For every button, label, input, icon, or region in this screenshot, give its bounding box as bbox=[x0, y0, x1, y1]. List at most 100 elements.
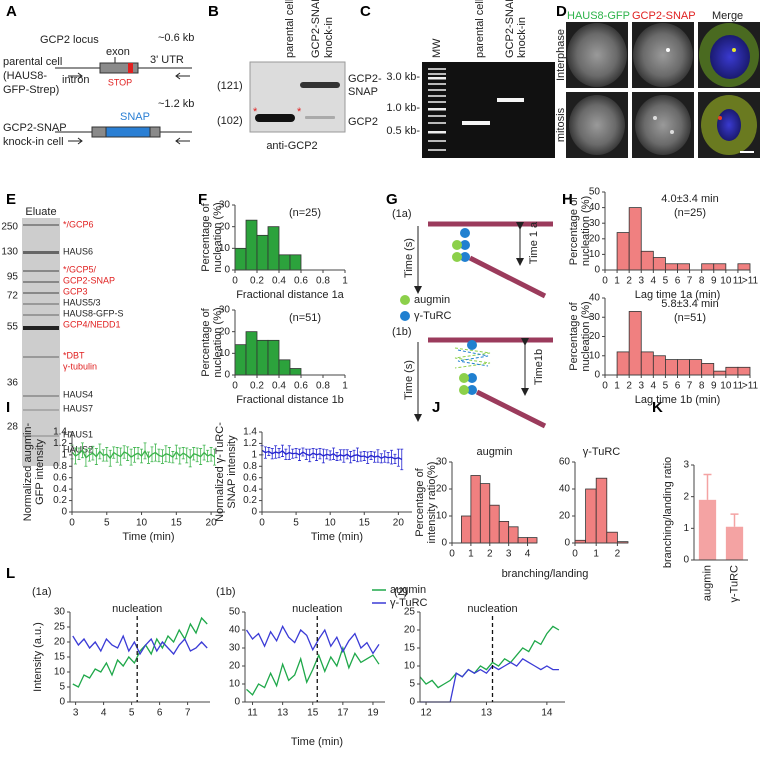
series-line bbox=[261, 449, 403, 461]
x-tick-label: 13 bbox=[481, 708, 493, 719]
y-tick-label: 10 bbox=[219, 243, 231, 254]
x-axis-label: Fractional distance 1b bbox=[236, 394, 344, 406]
y-axis-label: nucleation (%) bbox=[212, 307, 224, 377]
band-label: *DBT bbox=[63, 350, 85, 360]
y-tick-label: 0 bbox=[564, 538, 570, 549]
y-tick-label: 0 bbox=[224, 370, 230, 381]
chart-title: γ-TuRC bbox=[583, 446, 621, 458]
star: * bbox=[297, 106, 302, 118]
y-axis-label: Normalized γ-TuRC- bbox=[214, 422, 226, 522]
y-tick-label: 30 bbox=[589, 312, 601, 323]
error-bar bbox=[400, 448, 404, 471]
x-tick-label: 4 bbox=[651, 276, 657, 287]
y-tick-label: 40 bbox=[589, 202, 601, 213]
histogram-bar bbox=[701, 363, 715, 376]
row-label: (1a) bbox=[392, 208, 412, 220]
annotation: 4.0±3.4 min bbox=[661, 193, 718, 205]
histogram-bar bbox=[665, 359, 678, 376]
x-tick-label: 13 bbox=[277, 708, 289, 719]
band-label: HAUS8-GFP-S bbox=[63, 308, 124, 318]
x-tick-label: 8 bbox=[699, 276, 705, 287]
text: SNAP bbox=[120, 111, 150, 123]
chart-title: augmin bbox=[476, 446, 512, 458]
series-line bbox=[72, 634, 208, 656]
y-tick-label: 60 bbox=[559, 457, 571, 468]
band-label: GCP3 bbox=[63, 286, 88, 296]
y-tick-label: 1 bbox=[61, 449, 67, 460]
histogram-bar bbox=[677, 263, 690, 271]
histogram-bar bbox=[245, 331, 258, 376]
x-axis-label: Time (min) bbox=[291, 736, 343, 748]
micrographs bbox=[566, 22, 760, 158]
row-label: mitosis bbox=[555, 107, 567, 142]
y-tick-label: 0 bbox=[251, 507, 257, 518]
x-tick-label: 19 bbox=[367, 708, 379, 719]
lane-label: Eluate bbox=[25, 206, 56, 218]
complexes bbox=[459, 340, 477, 395]
series-line bbox=[245, 624, 380, 655]
x-tick-label: 2 bbox=[626, 276, 632, 287]
y-tick-label: 0.4 bbox=[53, 484, 67, 495]
y-tick-label: 20 bbox=[589, 233, 601, 244]
x-axis-label: Lag time 1b (min) bbox=[635, 394, 721, 406]
y-axis-label: nucleation (%) bbox=[212, 202, 224, 272]
diffusion bbox=[454, 347, 491, 369]
histogram-bar bbox=[628, 207, 642, 271]
x-tick-label: augmin bbox=[701, 565, 713, 601]
antibody-label: anti-GCP2 bbox=[266, 140, 317, 152]
marker-label: 250 bbox=[1, 222, 18, 233]
histogram-bar bbox=[479, 483, 491, 544]
x-tick-label: 11 bbox=[733, 381, 744, 392]
y-tick-label: 0 bbox=[594, 370, 600, 381]
panel-label: J bbox=[432, 399, 440, 416]
error-bar bbox=[703, 473, 712, 500]
histogram-bar bbox=[527, 537, 538, 544]
histogram-bar bbox=[498, 521, 510, 544]
x-tick-label: 5 bbox=[293, 518, 299, 529]
histogram-bar bbox=[489, 504, 500, 544]
x-tick-label: 1 bbox=[593, 549, 599, 560]
y-axis-label: Percentage of bbox=[200, 202, 212, 271]
x-tick-label: 9 bbox=[711, 381, 717, 392]
text: STOP bbox=[108, 77, 132, 87]
panel-label: E bbox=[6, 191, 16, 208]
x-tick-label: 15 bbox=[171, 518, 183, 529]
annotation: (n=25) bbox=[674, 207, 706, 219]
band bbox=[305, 116, 335, 119]
primer-arrow bbox=[175, 137, 190, 145]
annotation: nucleation bbox=[292, 603, 342, 615]
x-tick-label: 0 bbox=[602, 381, 608, 392]
panel-label: A bbox=[6, 3, 17, 20]
y-tick-label: 10 bbox=[219, 348, 231, 359]
chart-subtitle: (1a) bbox=[32, 586, 52, 598]
x-tick-label: 0.4 bbox=[272, 381, 286, 392]
y-axis-label: Percentage of bbox=[568, 196, 580, 265]
text: knock-in cell bbox=[3, 136, 64, 148]
histogram-bar bbox=[701, 263, 715, 271]
y-axis-label: intensity ratio(%) bbox=[426, 462, 438, 544]
exon-box bbox=[91, 126, 107, 138]
histogram-bar bbox=[640, 250, 654, 271]
band-label: HAUS1 bbox=[63, 429, 93, 439]
y-tick-label: 10 bbox=[589, 249, 601, 260]
series-line bbox=[246, 645, 380, 696]
x-tick-label: 6 bbox=[675, 276, 681, 287]
y-tick-label: 20 bbox=[436, 484, 448, 495]
primer-arrow bbox=[68, 72, 83, 80]
x-tick-label: 20 bbox=[206, 518, 218, 529]
y-tick-label: 10 bbox=[54, 667, 66, 678]
x-tick-label: 8 bbox=[699, 381, 705, 392]
marker-label: 1.0 kb- bbox=[386, 102, 420, 114]
histogram-bar bbox=[640, 351, 654, 376]
x-tick-label: 9 bbox=[711, 276, 717, 287]
x-tick-label: 0.8 bbox=[316, 276, 330, 287]
y-axis-label: Percentage of bbox=[200, 307, 212, 376]
y-tick-label: 15 bbox=[404, 643, 416, 654]
marker-label: 72 bbox=[7, 291, 19, 302]
band bbox=[255, 114, 295, 122]
legend-swatch bbox=[400, 311, 410, 321]
x-axis-label: branching/landing bbox=[502, 568, 589, 580]
x-tick-label: 0.6 bbox=[294, 381, 308, 392]
x-tick-label: 0.8 bbox=[316, 381, 330, 392]
